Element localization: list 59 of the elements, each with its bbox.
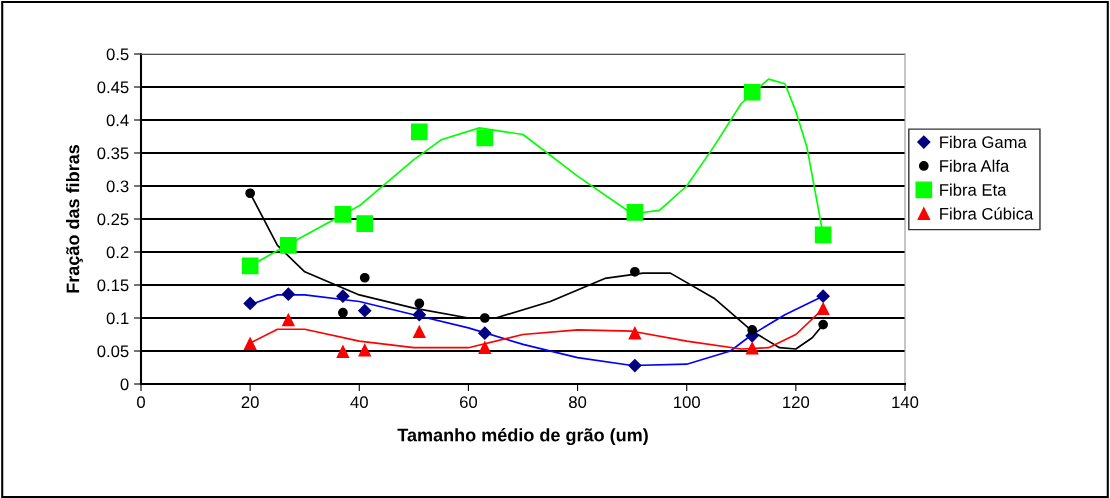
point: [413, 325, 426, 339]
point: [410, 123, 428, 141]
point: [414, 298, 425, 309]
point: [630, 266, 640, 277]
y-tick-label: 0.4: [106, 114, 129, 127]
point: [336, 345, 350, 358]
x-tick-label: 40: [350, 396, 368, 409]
legend-label: Fibra Eta: [940, 183, 1007, 196]
point: [628, 358, 642, 373]
point: [814, 226, 832, 244]
point: [743, 83, 761, 101]
point: [281, 287, 295, 301]
point: [358, 344, 371, 357]
point: [818, 319, 829, 330]
y-tick-label: 0: [120, 378, 129, 391]
y-tick-label: 0.1: [106, 312, 129, 325]
point: [336, 289, 350, 303]
point: [626, 204, 644, 221]
x-tick-label: 0: [137, 396, 145, 409]
y-tick-label: 0.2: [106, 246, 129, 259]
point: [479, 313, 490, 323]
y-axis-title: Fração das fibras: [66, 144, 83, 293]
x-tick-label: 100: [674, 396, 700, 409]
point: [628, 326, 642, 340]
point: [412, 308, 426, 322]
y-tick-label: 0.45: [97, 81, 129, 94]
point: [745, 342, 759, 355]
y-tick-label: 0.5: [106, 48, 129, 61]
x-tick-label: 20: [241, 396, 259, 409]
x-tick-label: 60: [460, 396, 478, 409]
y-tick-label: 0.15: [97, 279, 129, 292]
point: [280, 237, 297, 254]
point: [358, 304, 372, 318]
point: [747, 325, 758, 335]
point: [243, 296, 257, 311]
point: [338, 307, 348, 318]
x-tick-label: 80: [569, 396, 587, 409]
legend-label: Fibra Gama: [940, 135, 1027, 149]
y-tick-label: 0.25: [97, 213, 129, 226]
point: [356, 215, 374, 232]
x-axis-title: Tamanho médio de grão (um): [397, 428, 648, 446]
point: [816, 302, 830, 316]
x-tick-label: 140: [892, 396, 919, 409]
point: [243, 337, 257, 350]
point: [334, 206, 352, 223]
legend-label: Fibra Alfa: [940, 159, 1010, 172]
point: [478, 326, 492, 340]
point: [245, 188, 256, 199]
y-tick-label: 0.05: [97, 345, 129, 358]
point: [282, 313, 295, 327]
x-tick-label: 120: [783, 396, 810, 409]
point: [241, 257, 259, 275]
point: [359, 272, 370, 283]
point: [816, 289, 830, 303]
point: [476, 129, 494, 147]
point: [478, 341, 492, 354]
y-tick-label: 0.3: [106, 180, 129, 193]
legend-label: Fibra Cúbica: [940, 207, 1034, 220]
y-tick-label: 0.35: [97, 147, 129, 160]
